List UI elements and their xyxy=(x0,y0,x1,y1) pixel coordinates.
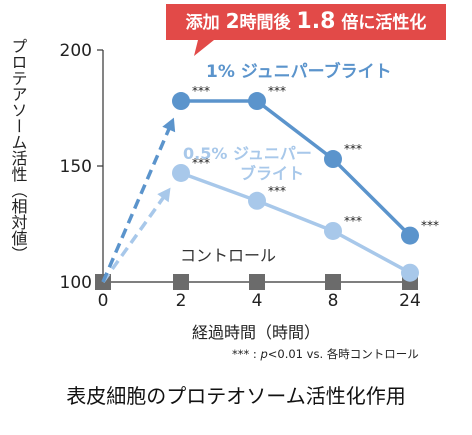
control-point xyxy=(325,274,341,290)
y-axis-title: プロテアソーム活性（相対値） xyxy=(9,38,28,262)
series-0-point xyxy=(324,150,342,169)
callout-banner xyxy=(166,4,446,56)
series-1-point xyxy=(172,163,190,182)
significance-mark: *** xyxy=(192,84,210,98)
series-0-arrowhead xyxy=(162,117,176,133)
y-tick-label: 200 xyxy=(60,41,92,61)
y-tick-label: 100 xyxy=(60,273,92,293)
control-point xyxy=(249,274,265,290)
x-tick-label: 2 xyxy=(176,291,187,311)
figure-caption: 表皮細胞のプロテオソーム活性化作用 xyxy=(66,384,405,408)
series-label-05pct-line1: 0.5% ジュニパー xyxy=(183,144,312,163)
x-tick-label: 8 xyxy=(328,291,339,311)
significance-mark: *** xyxy=(421,219,439,233)
series-layer: *** *** *** *** *** *** *** xyxy=(95,84,439,290)
control-label: コントロール xyxy=(180,246,276,265)
series-0-dashed-arrow xyxy=(101,124,173,283)
series-1-point xyxy=(401,263,419,282)
significance-mark: *** xyxy=(344,214,362,228)
series-1-dashed-arrow xyxy=(101,193,168,284)
footnote: *** : p<0.01 vs. 各時コントロール xyxy=(232,347,419,361)
significance-mark: *** xyxy=(344,142,362,156)
series-label-05pct-line2: ブライト xyxy=(240,164,304,183)
series-1-line xyxy=(180,171,411,275)
callout-text: 添加 2時間後 1.8 倍に活性化 xyxy=(186,9,427,34)
series-0-point xyxy=(172,92,190,111)
x-tick-label: 4 xyxy=(252,291,263,311)
series-1-point xyxy=(248,191,266,210)
x-tick-label: 0 xyxy=(98,291,109,311)
series-0-point xyxy=(248,92,266,111)
series-1-arrowhead xyxy=(157,187,171,203)
y-tick-label: 150 xyxy=(60,157,92,177)
series-0-point xyxy=(401,226,419,245)
significance-mark: *** xyxy=(192,156,210,170)
x-axis-title: 経過時間（時間） xyxy=(192,323,320,342)
series-label-1pct: 1% ジュニパーブライト xyxy=(206,61,392,82)
series-0-line xyxy=(181,99,412,237)
significance-mark: *** xyxy=(268,184,286,198)
series-1-point xyxy=(324,221,342,240)
x-tick-label: 24 xyxy=(399,291,421,311)
control-point xyxy=(173,274,189,290)
significance-mark: *** xyxy=(268,84,286,98)
